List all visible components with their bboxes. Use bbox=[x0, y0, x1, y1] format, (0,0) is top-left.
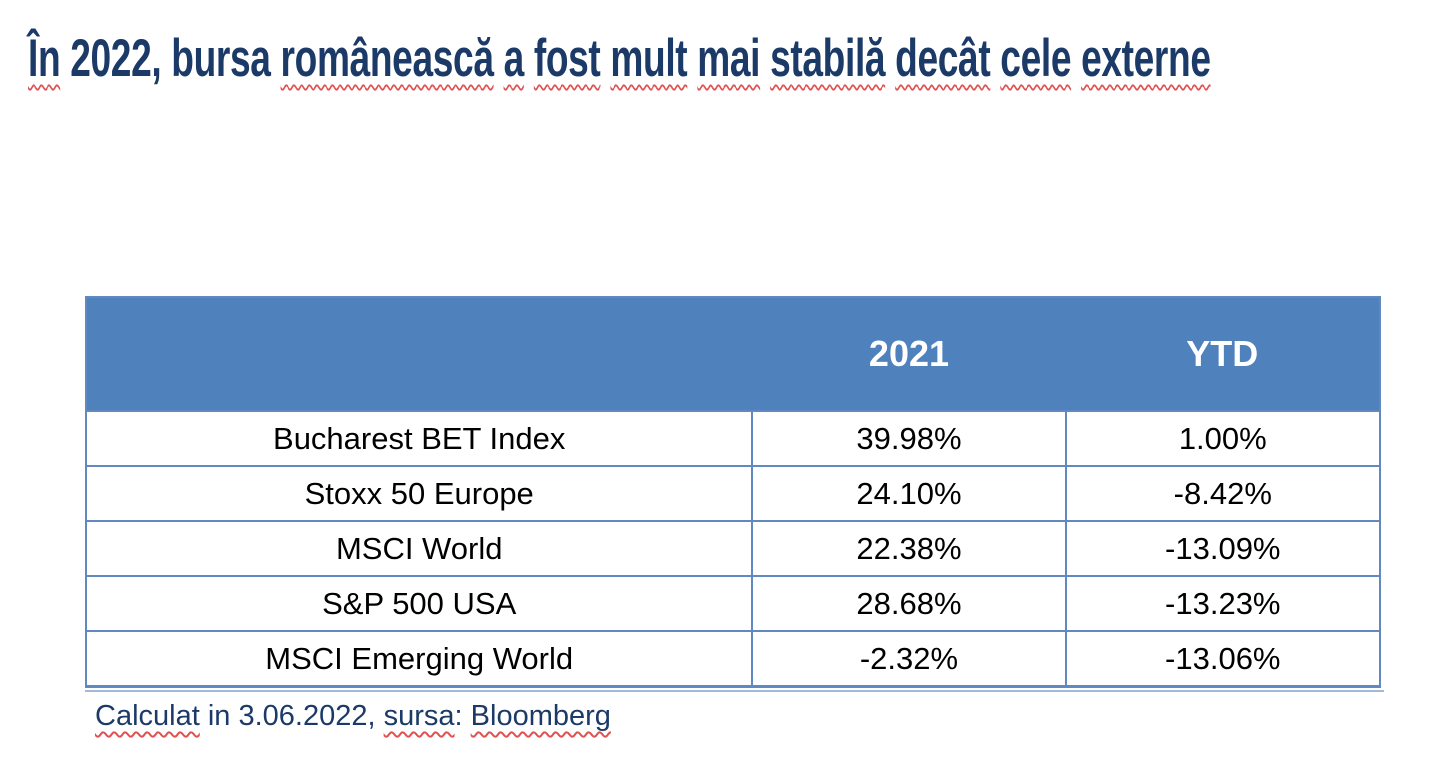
cell-index-name: Stoxx 50 Europe bbox=[84, 465, 754, 522]
table-row: S&P 500 USA 28.68% -13.23% bbox=[84, 575, 1382, 632]
table-row: Bucharest BET Index 39.98% 1.00% bbox=[84, 410, 1382, 467]
table-bottom-accent-line bbox=[85, 690, 1384, 692]
cell-2021-return: 39.98% bbox=[751, 410, 1067, 467]
misspelled-word: sursa bbox=[383, 700, 455, 732]
cell-2021-return: 24.10% bbox=[751, 465, 1067, 522]
cell-index-name: MSCI World bbox=[84, 520, 754, 577]
word: 2022, bbox=[70, 29, 162, 88]
table-header-index-name bbox=[86, 297, 753, 412]
word: 3.06.2022, bbox=[238, 700, 376, 732]
misspelled-word: fost bbox=[533, 29, 601, 88]
cell-index-name: MSCI Emerging World bbox=[84, 630, 754, 688]
misspelled-word: Bloomberg bbox=[470, 700, 611, 732]
cell-2021-return: 28.68% bbox=[751, 575, 1067, 632]
cell-index-name: S&P 500 USA bbox=[84, 575, 754, 632]
cell-ytd-return: -8.42% bbox=[1064, 465, 1382, 522]
cell-2021-return: 22.38% bbox=[751, 520, 1067, 577]
table-row: MSCI World 22.38% -13.09% bbox=[84, 520, 1382, 577]
cell-ytd-return: -13.23% bbox=[1064, 575, 1382, 632]
market-returns-table: 2021 YTD Bucharest BET Index 39.98% 1.00% S… bbox=[84, 296, 1382, 688]
misspelled-word: decât bbox=[895, 29, 991, 88]
table-row: Stoxx 50 Europe 24.10% -8.42% bbox=[84, 465, 1382, 522]
misspelled-word: cele bbox=[1000, 29, 1072, 88]
word: bursa bbox=[171, 29, 271, 88]
misspelled-word: românească bbox=[280, 29, 494, 88]
word: in bbox=[207, 700, 231, 732]
misspelled-word: externe bbox=[1081, 29, 1211, 88]
cell-2021-return: -2.32% bbox=[751, 630, 1067, 688]
cell-index-name: Bucharest BET Index bbox=[84, 410, 754, 467]
cell-ytd-return: -13.09% bbox=[1064, 520, 1382, 577]
source-note: Calculat in 3.06.2022, sursa: Bloomberg bbox=[95, 700, 611, 732]
table-header-ytd: YTD bbox=[1065, 297, 1380, 412]
table-row: MSCI Emerging World -2.32% -13.06% bbox=[84, 630, 1382, 688]
table-header-row: 2021 YTD bbox=[86, 297, 1380, 412]
cell-ytd-return: -13.06% bbox=[1064, 630, 1382, 688]
table-header-2021: 2021 bbox=[752, 297, 1066, 412]
misspelled-word: a bbox=[503, 29, 525, 88]
returns-table-container: 2021 YTD Bucharest BET Index 39.98% 1.00% S… bbox=[84, 296, 1384, 692]
misspelled-word: În bbox=[28, 29, 61, 88]
misspelled-word: Calculat bbox=[95, 700, 200, 732]
cell-ytd-return: 1.00% bbox=[1064, 410, 1382, 467]
slide-title: În 2022, bursa românească a fost mult ma… bbox=[28, 26, 1211, 92]
misspelled-word: mult bbox=[610, 29, 688, 88]
misspelled-word: stabilă bbox=[770, 29, 886, 88]
misspelled-word: mai bbox=[697, 29, 761, 88]
